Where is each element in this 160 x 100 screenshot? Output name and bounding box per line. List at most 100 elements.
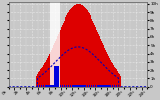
Bar — [59, 32, 60, 87]
Bar — [70, 9, 71, 87]
Bar — [99, 36, 100, 87]
Bar — [96, 85, 98, 87]
Bar — [100, 39, 101, 87]
Bar — [60, 85, 61, 87]
Bar — [102, 43, 103, 87]
Bar — [108, 56, 109, 87]
Bar — [113, 65, 114, 87]
Bar — [41, 68, 42, 87]
Bar — [120, 76, 121, 87]
Bar — [96, 30, 97, 87]
Bar — [58, 34, 59, 87]
Bar — [72, 7, 73, 87]
Bar — [36, 76, 37, 87]
Bar — [73, 85, 75, 87]
Bar — [104, 48, 105, 87]
Bar — [43, 65, 44, 87]
Bar — [52, 48, 53, 87]
Bar — [54, 43, 55, 87]
Bar — [71, 8, 72, 87]
Bar — [116, 71, 117, 87]
Bar — [95, 85, 96, 87]
Bar — [68, 12, 69, 87]
Bar — [43, 85, 44, 87]
Bar — [48, 56, 49, 87]
Bar — [97, 32, 98, 87]
Bar — [58, 66, 60, 87]
Bar — [104, 85, 106, 87]
Bar — [52, 85, 54, 87]
Bar — [89, 85, 90, 87]
Bar — [46, 85, 48, 87]
Bar — [109, 58, 110, 87]
Bar — [79, 4, 80, 87]
Bar — [54, 85, 56, 87]
Bar — [65, 17, 66, 87]
Bar — [50, 85, 52, 87]
Bar — [90, 15, 91, 87]
Bar — [118, 73, 120, 87]
Bar — [103, 46, 104, 87]
Bar — [44, 63, 45, 87]
Bar — [46, 60, 47, 87]
Bar — [62, 25, 63, 87]
Bar — [116, 85, 117, 87]
Bar — [93, 23, 94, 87]
Bar — [39, 85, 40, 87]
Bar — [107, 54, 108, 87]
Bar — [111, 62, 112, 87]
Bar — [69, 10, 70, 87]
Bar — [53, 46, 54, 87]
Bar — [86, 9, 87, 87]
Bar — [60, 30, 61, 87]
Bar — [42, 67, 43, 87]
Bar — [54, 66, 56, 87]
Bar — [70, 85, 71, 87]
Bar — [39, 72, 40, 87]
Bar — [92, 21, 93, 87]
Bar — [68, 85, 69, 87]
Bar — [50, 52, 51, 87]
Bar — [82, 5, 83, 87]
Bar — [85, 8, 86, 87]
Bar — [66, 15, 67, 87]
Bar — [105, 50, 106, 87]
Bar — [61, 27, 62, 87]
Bar — [79, 85, 81, 87]
Bar — [106, 52, 107, 87]
Bar — [102, 85, 104, 87]
Bar — [44, 85, 46, 87]
Bar — [81, 4, 82, 87]
Bar — [64, 19, 65, 87]
Bar — [51, 50, 52, 87]
Bar — [77, 85, 79, 87]
Bar — [83, 6, 84, 87]
Bar — [114, 67, 115, 87]
Bar — [74, 5, 75, 87]
Bar — [112, 63, 113, 87]
Bar — [64, 85, 65, 87]
Bar — [87, 10, 88, 87]
Bar — [80, 4, 81, 87]
Bar — [110, 85, 112, 87]
Bar — [85, 85, 86, 87]
Bar — [94, 25, 95, 87]
Bar — [98, 34, 99, 87]
Bar — [37, 74, 38, 87]
Bar — [73, 6, 74, 87]
Bar — [87, 85, 88, 87]
Bar — [95, 27, 96, 87]
Bar — [114, 85, 115, 87]
Bar — [40, 70, 41, 87]
Bar — [83, 85, 84, 87]
Bar — [115, 68, 116, 87]
Bar — [91, 85, 92, 87]
Bar — [106, 85, 108, 87]
Bar — [110, 60, 111, 87]
Bar — [55, 41, 56, 87]
Bar — [117, 72, 118, 87]
Bar — [56, 85, 58, 87]
Bar — [75, 4, 76, 87]
Bar — [93, 85, 94, 87]
Bar — [37, 85, 38, 87]
